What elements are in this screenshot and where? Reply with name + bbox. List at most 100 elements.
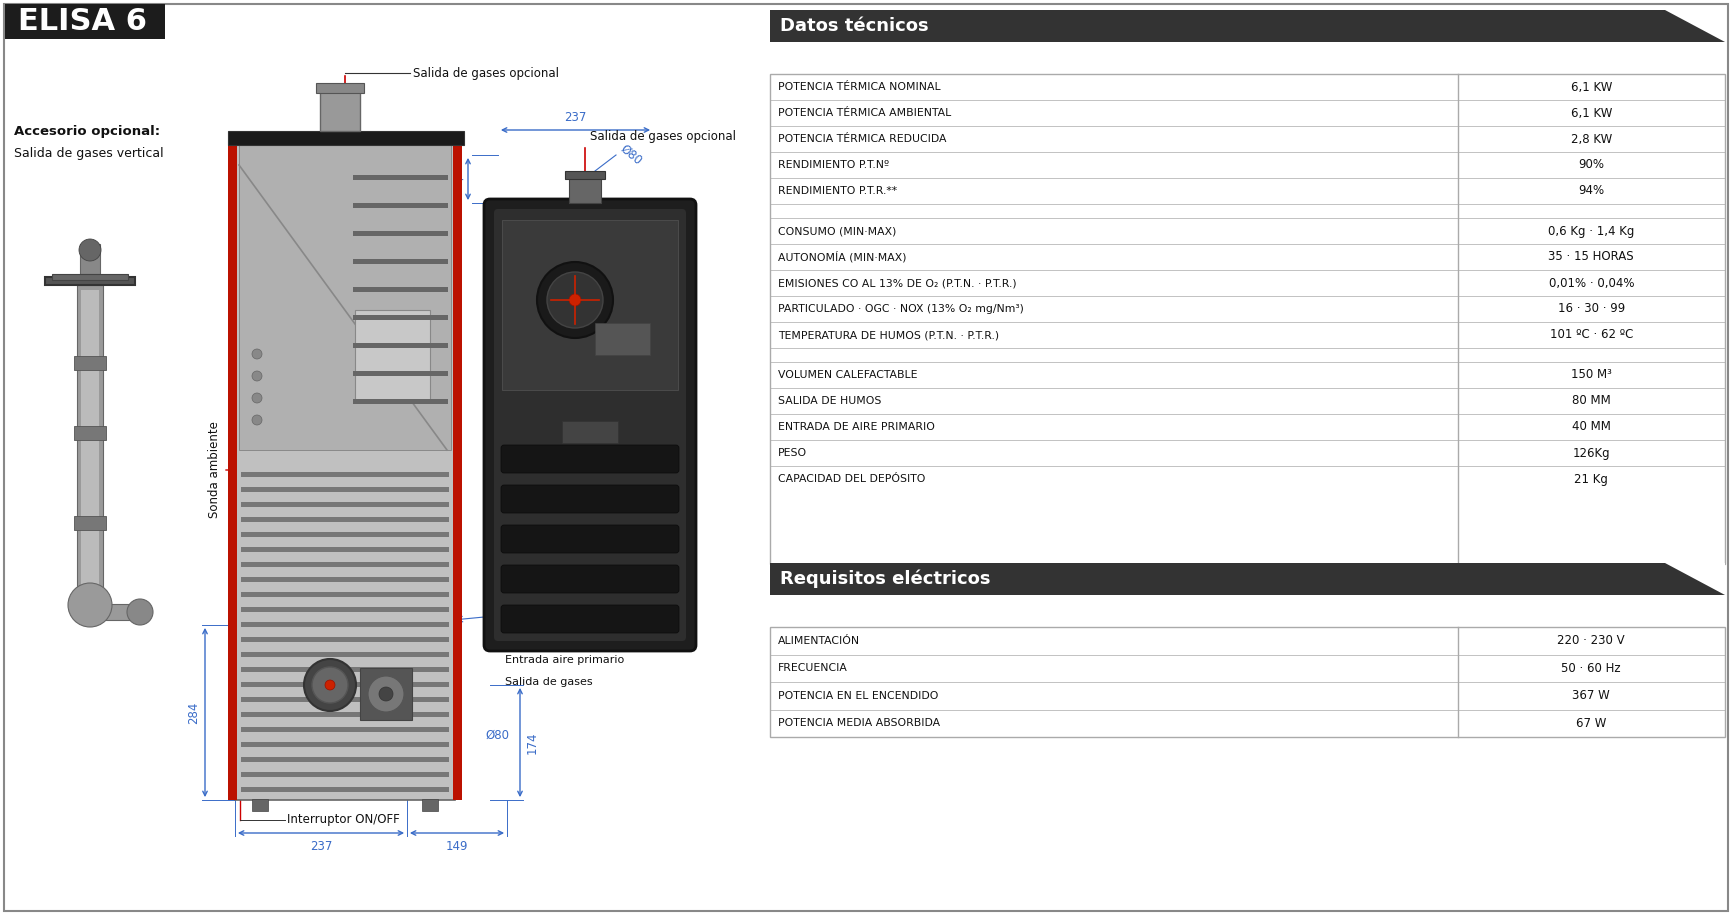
Circle shape [537, 262, 613, 338]
Text: EMISIONES CO AL 13% DE O₂ (P.T.N. · P.T.R.): EMISIONES CO AL 13% DE O₂ (P.T.N. · P.T.… [778, 278, 1017, 288]
Text: Salida de gases vertical: Salida de gases vertical [14, 147, 163, 160]
Bar [236, 145, 456, 800]
Bar [241, 772, 449, 777]
Bar [353, 315, 449, 320]
Bar [74, 516, 106, 530]
Bar [239, 145, 450, 450]
Bar [570, 175, 601, 203]
Bar [596, 323, 650, 355]
Bar [771, 563, 1725, 595]
Bar [241, 517, 449, 522]
Bar [241, 787, 449, 792]
Text: 367 W: 367 W [1573, 689, 1611, 702]
Text: POTENCIA TÉRMICA AMBIENTAL: POTENCIA TÉRMICA AMBIENTAL [778, 108, 951, 118]
Text: 6,1 KW: 6,1 KW [1571, 81, 1612, 93]
Bar [241, 757, 449, 762]
Polygon shape [1664, 563, 1725, 595]
Circle shape [570, 294, 580, 306]
Text: POTENCIA EN EL ENCENDIDO: POTENCIA EN EL ENCENDIDO [778, 691, 939, 701]
FancyBboxPatch shape [501, 485, 679, 513]
Bar [74, 426, 106, 440]
Bar [241, 472, 449, 477]
FancyBboxPatch shape [494, 209, 686, 641]
Polygon shape [1664, 10, 1725, 42]
Text: 21 Kg: 21 Kg [1574, 472, 1609, 486]
Bar [241, 592, 449, 597]
Circle shape [326, 680, 334, 690]
Bar [315, 83, 364, 93]
Text: PESO: PESO [778, 448, 807, 458]
Bar [502, 220, 677, 390]
FancyBboxPatch shape [501, 525, 679, 553]
Bar [353, 371, 449, 376]
Bar [5, 4, 165, 39]
Text: TEMPERATURA DE HUMOS (P.T.N. · P.T.R.): TEMPERATURA DE HUMOS (P.T.N. · P.T.R.) [778, 330, 999, 340]
Circle shape [367, 676, 404, 712]
Bar [355, 310, 430, 400]
Bar [241, 697, 449, 702]
Bar [241, 607, 449, 612]
Bar [454, 145, 462, 800]
Text: CAPACIDAD DEL DEPÓSITO: CAPACIDAD DEL DEPÓSITO [778, 474, 925, 484]
Bar [241, 487, 449, 492]
Bar [320, 89, 360, 131]
Bar [241, 667, 449, 672]
Bar [229, 145, 237, 800]
Bar [353, 343, 449, 348]
Text: POTENCIA TÉRMICA NOMINAL: POTENCIA TÉRMICA NOMINAL [778, 82, 940, 92]
Text: Salida de gases: Salida de gases [506, 677, 592, 687]
Bar [423, 799, 438, 811]
Bar [353, 399, 449, 404]
Text: SALIDA DE HUMOS: SALIDA DE HUMOS [778, 396, 882, 406]
Text: RENDIMIENTO P.T.Nº: RENDIMIENTO P.T.Nº [778, 160, 889, 170]
Text: 237: 237 [565, 111, 585, 124]
Text: 174: 174 [527, 732, 539, 754]
Text: 284: 284 [187, 702, 199, 724]
Text: Salida de gases opcional: Salida de gases opcional [412, 67, 559, 80]
Bar [241, 727, 449, 732]
Text: 84: 84 [449, 173, 464, 186]
Bar [76, 285, 102, 605]
Bar [353, 175, 449, 180]
Text: 50 · 60 Hz: 50 · 60 Hz [1562, 662, 1621, 674]
Bar [771, 74, 1725, 564]
Text: PARTICULADO · OGC · NOX (13% O₂ mg/Nm³): PARTICULADO · OGC · NOX (13% O₂ mg/Nm³) [778, 304, 1024, 314]
Bar [561, 421, 618, 443]
Bar [241, 712, 449, 717]
Circle shape [547, 272, 603, 328]
Text: ALIMENTACIÓN: ALIMENTACIÓN [778, 636, 861, 646]
Text: ELISA 6: ELISA 6 [17, 7, 147, 37]
Text: 0,6 Kg · 1,4 Kg: 0,6 Kg · 1,4 Kg [1548, 224, 1635, 238]
Text: 35 · 15 HORAS: 35 · 15 HORAS [1548, 251, 1633, 264]
Bar [45, 277, 135, 285]
Text: 80 MM: 80 MM [1573, 394, 1611, 407]
Text: Requisitos eléctricos: Requisitos eléctricos [779, 570, 991, 588]
Circle shape [251, 371, 262, 381]
Text: 0,01% · 0,04%: 0,01% · 0,04% [1548, 276, 1633, 289]
Text: Entrada aire primario: Entrada aire primario [506, 655, 624, 665]
Bar [241, 622, 449, 627]
Text: Sonda ambiente: Sonda ambiente [208, 422, 222, 519]
Bar [80, 244, 100, 274]
Text: Ø80: Ø80 [485, 728, 509, 741]
Bar [241, 532, 449, 537]
Text: FRECUENCIA: FRECUENCIA [778, 663, 849, 673]
Bar [565, 171, 604, 179]
Bar [241, 682, 449, 687]
Text: 90%: 90% [1578, 158, 1604, 171]
FancyBboxPatch shape [501, 605, 679, 633]
Text: POTENCIA MEDIA ABSORBIDA: POTENCIA MEDIA ABSORBIDA [778, 718, 940, 728]
Text: ENTRADA DE AIRE PRIMARIO: ENTRADA DE AIRE PRIMARIO [778, 422, 935, 432]
Text: 2,8 KW: 2,8 KW [1571, 133, 1612, 145]
Bar [241, 577, 449, 582]
Text: RENDIMIENTO P.T.R.**: RENDIMIENTO P.T.R.** [778, 186, 897, 196]
Circle shape [251, 415, 262, 425]
Bar [353, 259, 449, 264]
Bar [241, 562, 449, 567]
Bar [353, 287, 449, 292]
Bar [251, 799, 268, 811]
Text: 149: 149 [445, 840, 468, 853]
Text: 40 MM: 40 MM [1573, 421, 1611, 434]
Text: Accesorio opcional:: Accesorio opcional: [14, 125, 159, 138]
Circle shape [251, 393, 262, 403]
